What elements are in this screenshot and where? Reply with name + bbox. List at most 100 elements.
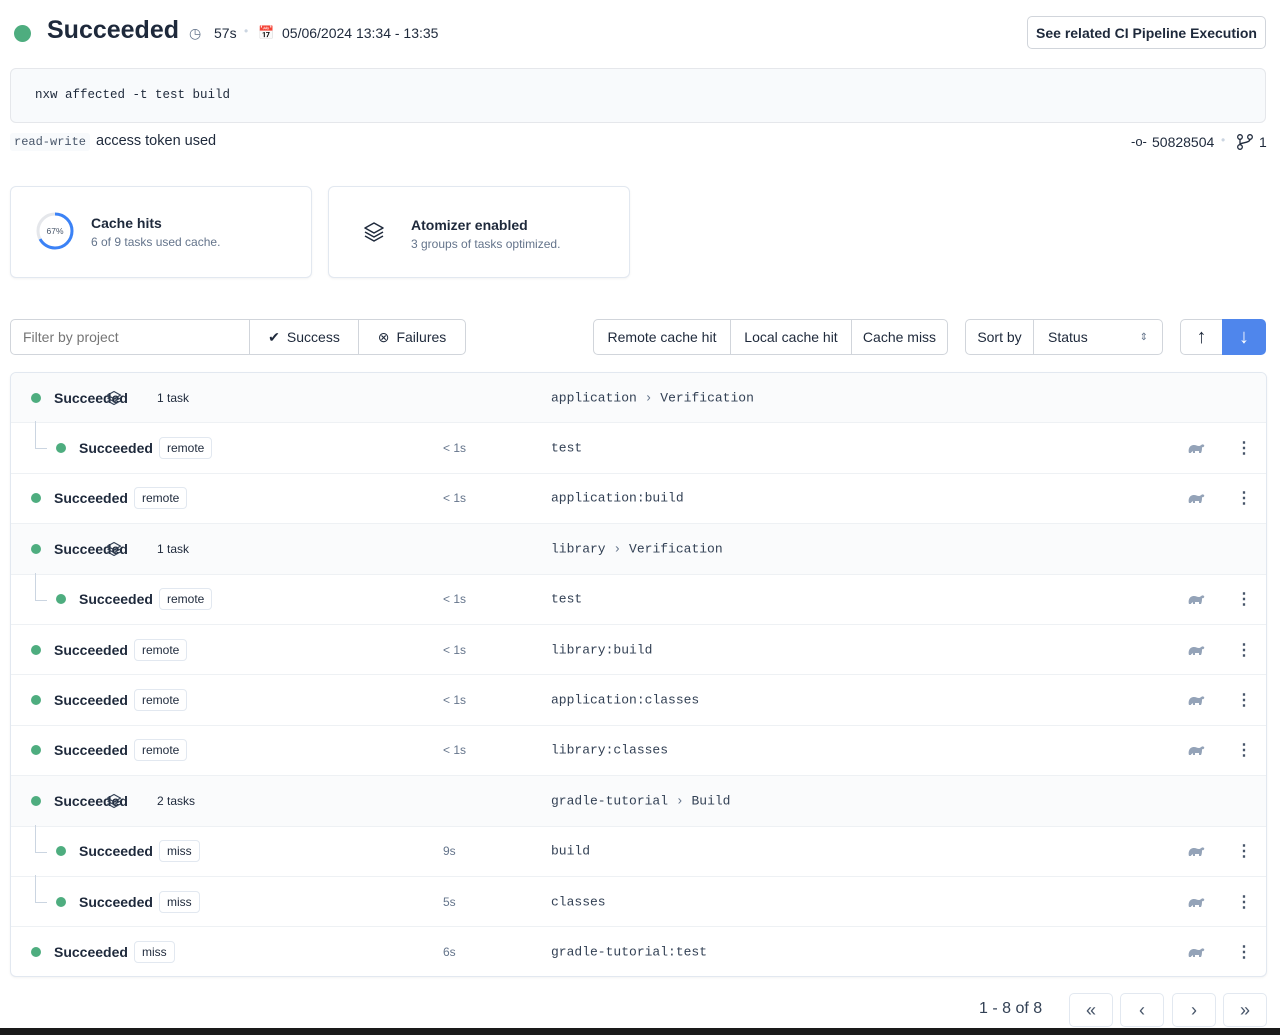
task-name: test — [551, 440, 583, 456]
status-dot — [31, 644, 41, 655]
status-dot — [31, 392, 41, 403]
more-options-icon[interactable]: ⋮ — [1236, 742, 1252, 760]
task-row[interactable]: Succeeded miss 6s gradle-tutorial:test ⋮ — [11, 927, 1266, 976]
task-row[interactable]: Succeeded remote < 1s test ⋮ — [11, 421, 1266, 474]
task-group-row[interactable]: Succeeded 1 task library › Verification — [11, 524, 1266, 575]
success-filter-button[interactable]: ✔︎ Success — [249, 319, 359, 355]
layers-icon — [106, 793, 122, 809]
next-page-button[interactable]: › — [1172, 993, 1216, 1027]
local-cache-filter[interactable]: Local cache hit — [730, 319, 852, 355]
clock-icon: ◷ — [189, 25, 202, 41]
token-text: access token used — [96, 133, 217, 149]
task-duration: < 1s — [443, 693, 467, 708]
group-path: library › Verification — [551, 541, 723, 556]
branch-count: 1 — [1259, 134, 1267, 150]
task-row[interactable]: Succeeded remote < 1s test ⋮ — [11, 572, 1266, 625]
sort-descending-button[interactable]: ↓ — [1222, 319, 1266, 355]
status-dot — [31, 695, 41, 706]
last-page-button[interactable]: » — [1223, 993, 1267, 1027]
task-row[interactable]: Succeeded remote < 1s application:build ⋮ — [11, 474, 1266, 525]
gradle-icon — [1187, 592, 1205, 606]
first-page-button[interactable]: « — [1069, 993, 1113, 1027]
group-project: application — [551, 390, 637, 406]
separator: • — [244, 24, 249, 38]
status-dot — [56, 896, 66, 907]
more-options-icon[interactable]: ⋮ — [1236, 591, 1252, 609]
cache-miss-filter[interactable]: Cache miss — [851, 319, 948, 355]
more-options-icon[interactable]: ⋮ — [1236, 641, 1252, 659]
failures-filter-button[interactable]: ⊗ Failures — [358, 319, 466, 355]
cache-badge: miss — [134, 941, 175, 964]
gradle-icon — [1187, 441, 1205, 455]
sort-ascending-button[interactable]: ↑ — [1180, 319, 1223, 355]
sort-by-label: Sort by — [965, 319, 1034, 355]
task-row[interactable]: Succeeded remote < 1s application:classes ⋮ — [11, 675, 1266, 726]
task-name: application:build — [551, 490, 684, 506]
chevron-right-icon: › — [644, 390, 653, 406]
cache-badge: miss — [159, 840, 200, 863]
task-row[interactable]: Succeeded remote < 1s library:classes ⋮ — [11, 726, 1266, 777]
task-duration: < 1s — [443, 491, 467, 506]
task-duration: < 1s — [443, 441, 467, 456]
commit-sha[interactable]: 50828504 — [1152, 134, 1215, 150]
status-text: Succeeded — [79, 591, 153, 608]
more-options-icon[interactable]: ⋮ — [1236, 944, 1252, 962]
task-row[interactable]: Succeeded miss 9s build ⋮ — [11, 824, 1266, 877]
task-group-row[interactable]: Succeeded 2 tasks gradle-tutorial › Build — [11, 776, 1266, 827]
cache-percent: 67% — [46, 226, 63, 236]
sort-select[interactable]: Status ⇕ — [1033, 319, 1163, 355]
status-text: Succeeded — [79, 893, 153, 910]
separator: • — [1221, 133, 1226, 147]
task-name: build — [551, 843, 591, 859]
task-name: test — [551, 591, 583, 607]
pagination-label: 1 - 8 of 8 — [979, 1000, 1043, 1017]
status-text: Succeeded — [54, 641, 128, 658]
gradle-icon — [1187, 491, 1205, 505]
gradle-icon — [1187, 643, 1205, 657]
status-text: Succeeded — [54, 490, 128, 507]
command-block: nxw affected -t test build — [10, 68, 1266, 123]
chevrons-right-icon: » — [1239, 999, 1250, 1020]
status-dot — [31, 543, 41, 554]
success-label: Success — [286, 329, 340, 345]
more-options-icon[interactable]: ⋮ — [1236, 893, 1252, 911]
more-options-icon[interactable]: ⋮ — [1236, 843, 1252, 861]
prev-page-button[interactable]: ‹ — [1120, 993, 1164, 1027]
more-options-icon[interactable]: ⋮ — [1236, 440, 1252, 458]
task-duration: < 1s — [443, 642, 467, 657]
gradle-icon — [1187, 895, 1205, 909]
remote-cache-filter[interactable]: Remote cache hit — [593, 319, 731, 355]
status-dot — [31, 795, 41, 806]
gradle-icon — [1187, 945, 1205, 959]
task-row[interactable]: Succeeded remote < 1s library:build ⋮ — [11, 625, 1266, 676]
status-text: Succeeded — [54, 742, 128, 759]
x-circle-icon: ⊗ — [377, 328, 390, 345]
tree-connector — [35, 824, 47, 853]
chevron-right-icon: › — [1191, 999, 1197, 1020]
task-duration: < 1s — [443, 592, 467, 607]
group-target: Build — [691, 793, 731, 809]
task-count: 2 tasks — [157, 793, 196, 808]
chevron-updown-icon: ⇕ — [1139, 331, 1148, 343]
tree-connector — [35, 421, 47, 450]
chevron-right-icon: › — [613, 541, 622, 557]
task-group-row[interactable]: Succeeded 1 task application › Verificatio… — [11, 373, 1266, 424]
related-ci-button[interactable]: See related CI Pipeline Execution — [1027, 16, 1266, 49]
task-row[interactable]: Succeeded miss 5s classes ⋮ — [11, 875, 1266, 928]
more-options-icon[interactable]: ⋮ — [1236, 692, 1252, 710]
cache-badge: remote — [134, 689, 188, 712]
status-dot — [56, 443, 66, 454]
status-dot — [14, 25, 31, 42]
status-text: Succeeded — [79, 843, 153, 860]
layers-icon — [364, 222, 384, 242]
check-circle-icon: ✔︎ — [268, 328, 280, 345]
token-type: read-write — [10, 133, 91, 151]
duration: 57s — [214, 25, 237, 41]
cache-badge: remote — [134, 638, 188, 661]
filter-project-input[interactable] — [10, 319, 250, 355]
status-dot — [31, 947, 41, 958]
atomizer-title: Atomizer enabled — [411, 217, 528, 233]
status-dot — [31, 745, 41, 756]
cache-subtitle: 6 of 9 tasks used cache. — [91, 235, 221, 249]
more-options-icon[interactable]: ⋮ — [1236, 490, 1252, 508]
